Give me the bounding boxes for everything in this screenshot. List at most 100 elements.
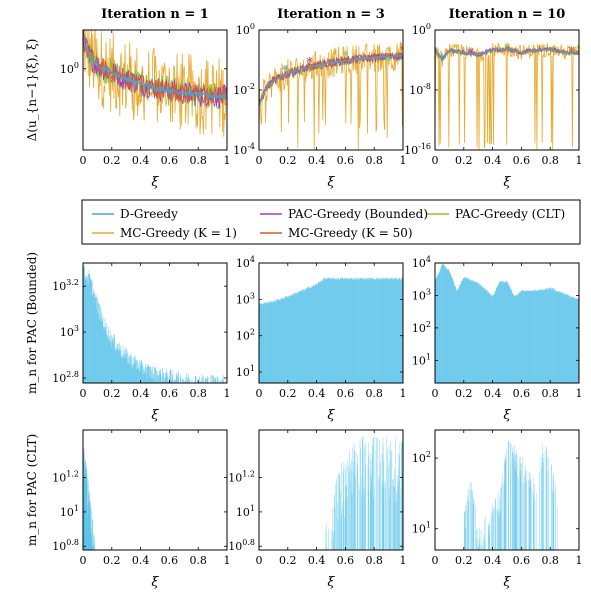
bar — [134, 363, 135, 383]
bar — [485, 289, 486, 383]
bar — [566, 293, 567, 383]
bar — [491, 505, 493, 550]
bar — [282, 299, 284, 383]
series-marker: * — [504, 41, 510, 55]
bar — [299, 291, 300, 383]
bar — [552, 490, 553, 550]
bar — [154, 366, 155, 383]
bar — [393, 279, 395, 383]
bar — [149, 366, 151, 383]
series-line — [259, 53, 403, 106]
bar — [510, 289, 512, 383]
bar — [575, 298, 577, 383]
bar — [92, 294, 94, 383]
series-marker: * — [342, 48, 348, 62]
bar — [337, 278, 339, 383]
bar — [345, 500, 347, 550]
bar — [158, 374, 160, 383]
bar — [274, 300, 276, 383]
bar — [540, 289, 542, 383]
bar — [310, 288, 311, 383]
bar — [325, 278, 327, 383]
bar — [519, 457, 520, 550]
bar — [546, 289, 548, 383]
bar — [297, 292, 299, 383]
bar — [400, 277, 402, 383]
bar — [453, 283, 455, 383]
bar — [110, 340, 112, 383]
bar — [500, 281, 501, 383]
bar — [302, 290, 303, 383]
bar — [287, 297, 289, 383]
bar — [213, 376, 214, 383]
bar — [382, 445, 384, 550]
bar — [379, 278, 381, 383]
bar — [380, 279, 382, 383]
bar — [204, 378, 206, 383]
bar — [273, 301, 274, 383]
bar — [514, 295, 515, 383]
bar — [502, 282, 504, 383]
bar — [553, 288, 555, 383]
bar — [477, 546, 479, 550]
bar — [138, 367, 139, 383]
bar — [391, 450, 393, 550]
bar — [563, 293, 564, 383]
bar — [368, 277, 370, 383]
bar — [359, 277, 361, 383]
bar — [388, 279, 389, 383]
bar — [366, 278, 367, 383]
bar — [487, 290, 488, 383]
bar — [435, 280, 436, 383]
bar — [180, 376, 181, 383]
series-marker: * — [282, 63, 288, 77]
bar — [399, 278, 400, 383]
x-tick-label: 1 — [224, 554, 231, 567]
x-tick-label: 0.6 — [161, 554, 179, 567]
bar — [363, 278, 364, 383]
bar — [109, 329, 111, 383]
bar — [457, 290, 458, 383]
bar — [315, 284, 316, 383]
x-tick-label: 1 — [224, 154, 231, 167]
panel-r2c1: 0 0.2 0.4 0.6 0.8 1 ξ 102.8 103 103.2 — [52, 262, 231, 423]
bar — [534, 289, 536, 383]
bar — [311, 286, 312, 383]
bar — [480, 285, 482, 383]
bar — [525, 470, 526, 550]
bar — [353, 279, 355, 383]
bar — [96, 297, 98, 383]
bar — [534, 290, 536, 383]
bar — [289, 296, 291, 383]
bar — [467, 499, 469, 550]
bar — [501, 281, 503, 383]
bar — [370, 459, 372, 550]
bar — [542, 289, 544, 383]
bar — [469, 280, 471, 383]
bar — [508, 285, 509, 383]
bar — [460, 283, 461, 383]
bar — [86, 477, 88, 550]
bar — [507, 282, 508, 383]
bar — [105, 323, 107, 383]
bar — [512, 293, 513, 383]
bar — [118, 351, 120, 383]
bar — [449, 272, 451, 383]
x-tick-label: 0.6 — [337, 387, 355, 400]
bar — [292, 294, 294, 383]
bar — [91, 520, 93, 550]
bar — [283, 298, 284, 383]
x-tick-label: 0.4 — [484, 387, 502, 400]
bar — [514, 295, 516, 383]
bar — [323, 279, 325, 383]
bar — [295, 293, 296, 383]
bar — [303, 289, 305, 383]
panel-r1c2: * * * * * 0 0.2 0.4 0.6 0.8 1 ξ 10-4 10-2 100 — [233, 22, 406, 190]
bar — [85, 275, 87, 383]
bar — [380, 277, 381, 383]
bar — [527, 290, 529, 383]
bar — [83, 266, 85, 383]
bar — [293, 293, 294, 383]
bar — [335, 279, 336, 383]
bar — [387, 466, 389, 550]
